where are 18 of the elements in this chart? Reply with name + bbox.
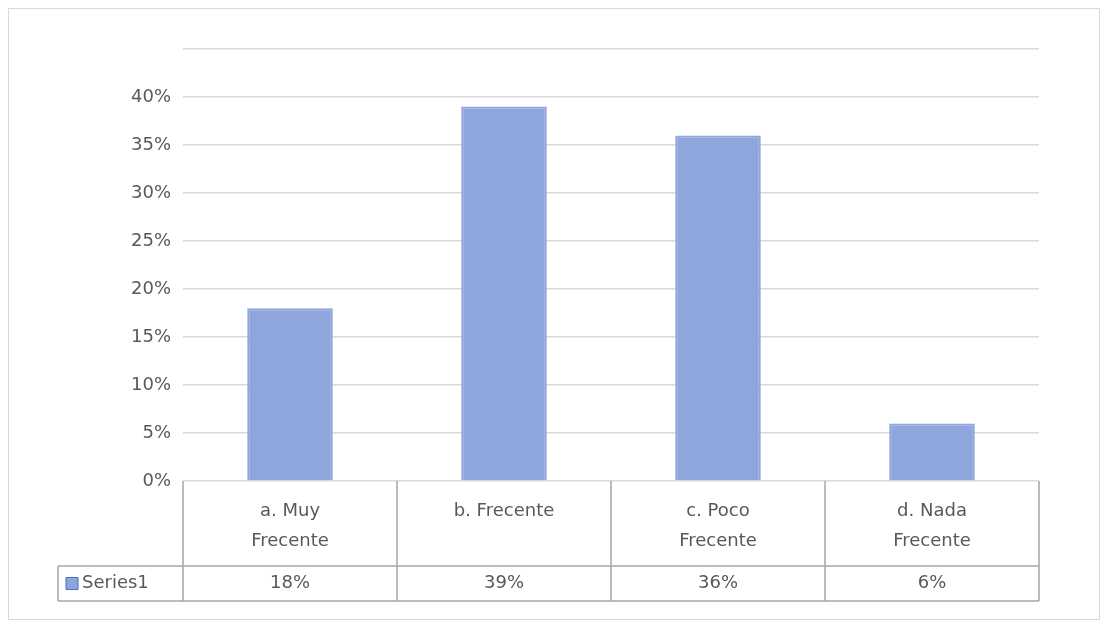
- y-tick-label: 15%: [130, 324, 172, 346]
- y-tick-label: 30%: [130, 180, 172, 202]
- x-tick-label: c. Poco Frecente: [679, 498, 757, 550]
- y-tick-label: 5%: [142, 420, 172, 442]
- y-tick-label: 0%: [142, 468, 172, 490]
- y-tick-label: 35%: [130, 132, 172, 154]
- data-label: 39%: [484, 571, 525, 593]
- x-tick-label: d. Nada Frecente: [893, 498, 971, 550]
- legend-label: Series1: [82, 571, 149, 593]
- data-label: 18%: [270, 571, 311, 593]
- y-tick-label: 10%: [130, 372, 172, 394]
- x-tick-label: b. Frecente: [453, 498, 555, 520]
- y-tick-label: 25%: [130, 228, 172, 250]
- x-tick-label: a. Muy Frecente: [251, 498, 329, 550]
- data-label: 6%: [917, 571, 947, 593]
- y-tick-label: 20%: [130, 276, 172, 298]
- y-tick-label: 40%: [130, 84, 172, 106]
- data-label: 36%: [698, 571, 739, 593]
